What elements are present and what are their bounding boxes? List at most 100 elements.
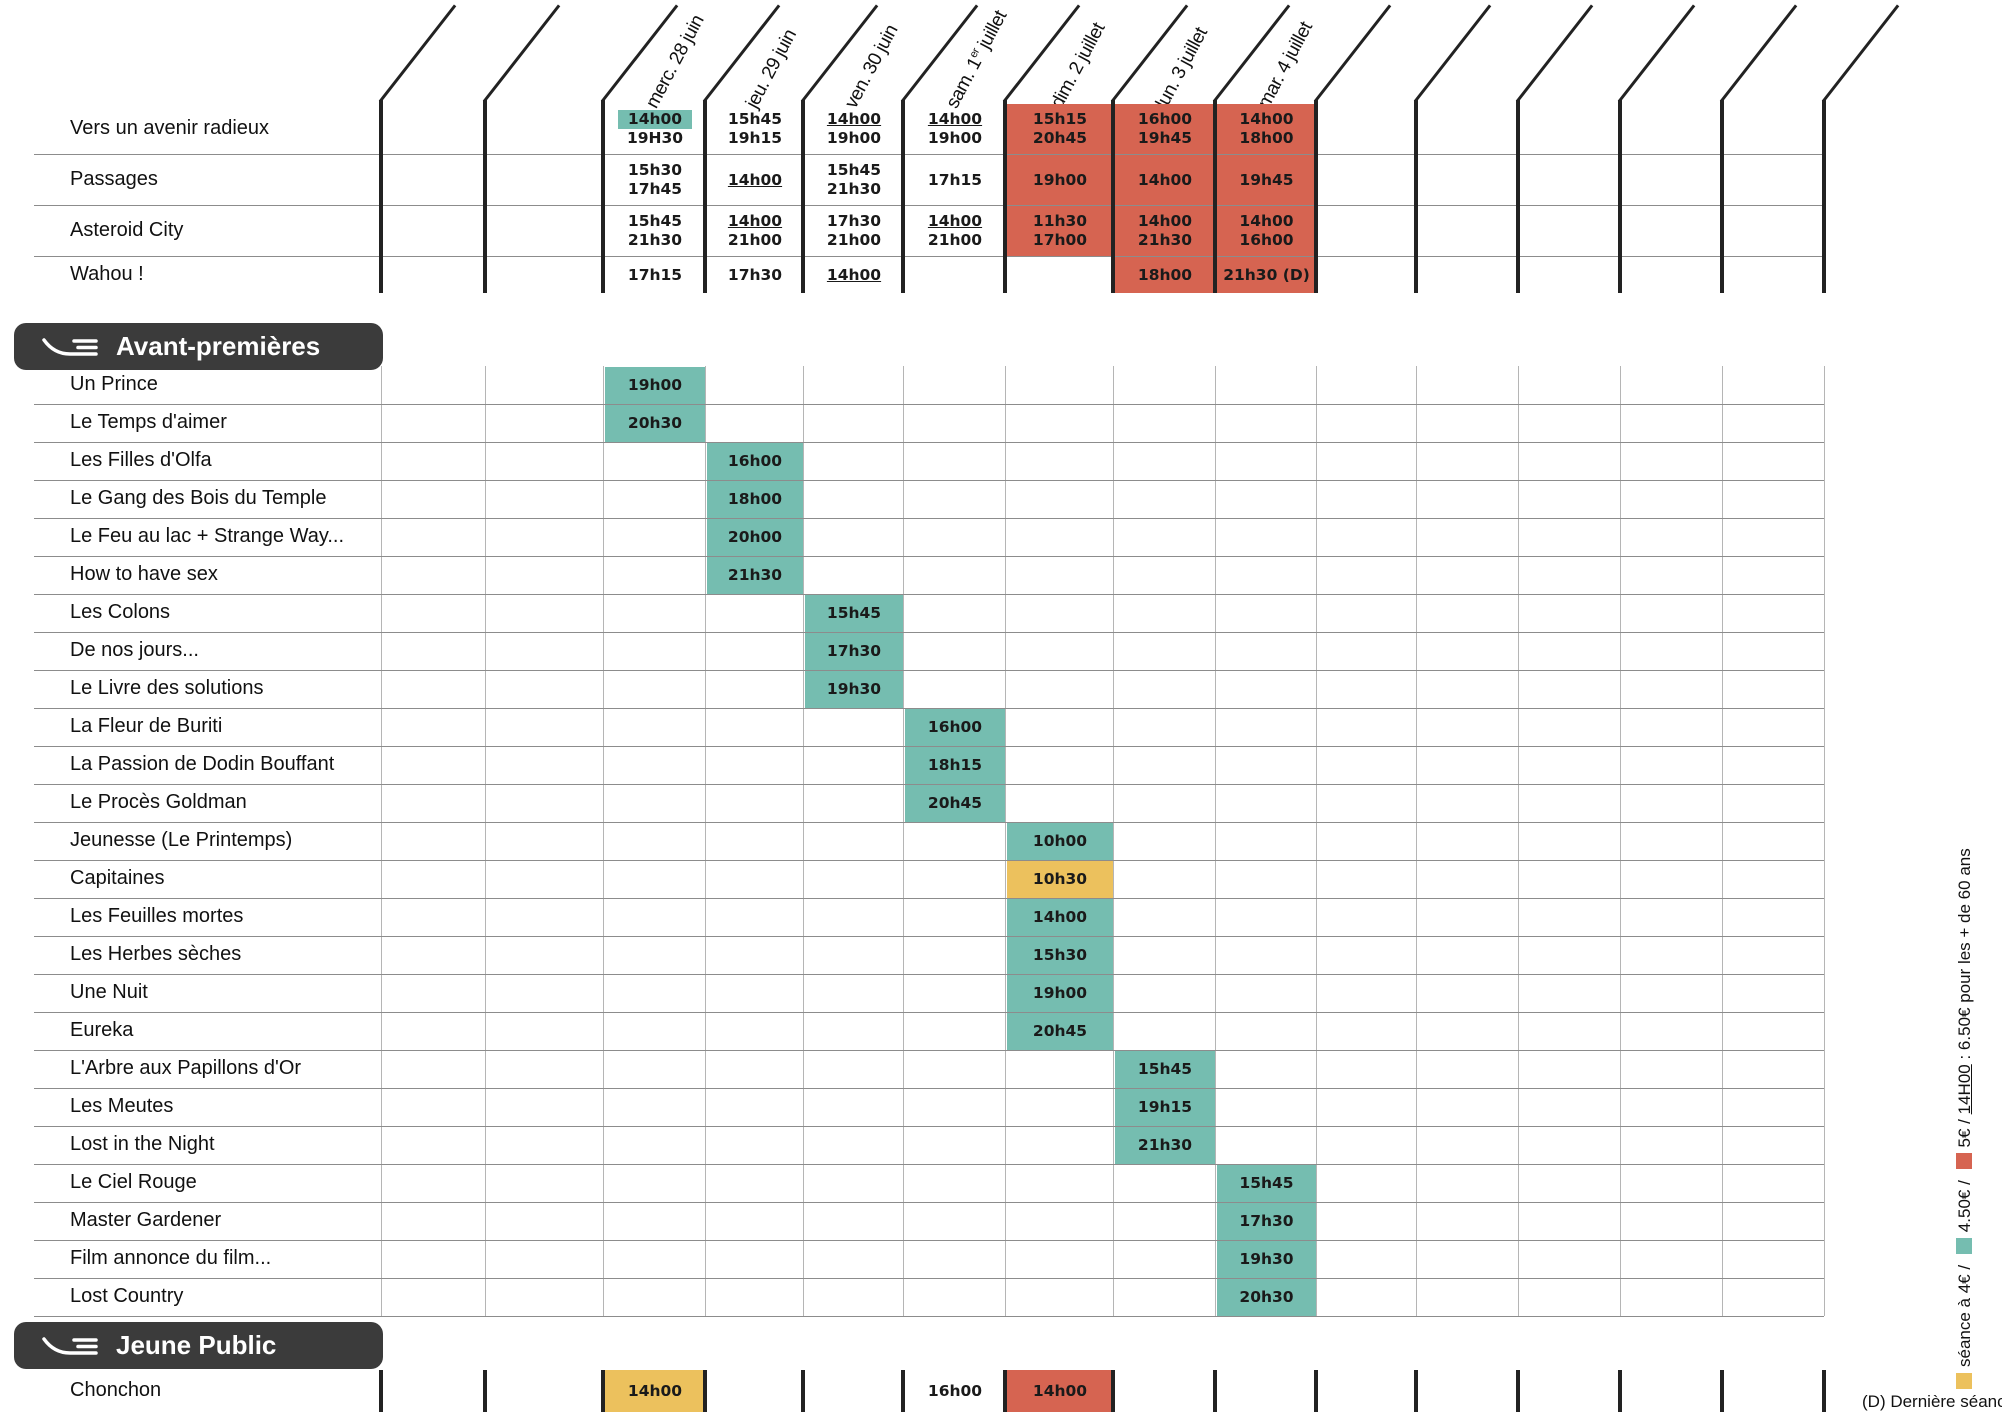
section-header-jeune-public: Jeune Public: [14, 1322, 383, 1369]
projector-beam-icon: [40, 332, 100, 362]
column-divider: [1618, 100, 1622, 293]
showtime-cell: 14h00: [605, 1370, 705, 1412]
showtime-cell: 14h00 18h00: [1217, 104, 1316, 154]
showtime-cell: 20h30: [605, 405, 705, 442]
row-rule: [34, 1202, 1824, 1203]
showtime-cell: 20h45: [905, 785, 1005, 822]
row-rule: [34, 974, 1824, 975]
showtime: 15h30: [1032, 946, 1088, 964]
showtime: 19h15: [1137, 1098, 1193, 1116]
column-divider: [601, 1370, 605, 1412]
film-title: Capitaines: [70, 867, 165, 889]
showtime-cell: 17h30: [1217, 1203, 1316, 1240]
row-rule: [34, 784, 1824, 785]
showtime-cell: 17h30 21h00: [805, 206, 903, 256]
showtime-cell: 14h00 21h30: [1115, 206, 1215, 256]
column-grid-line: [903, 366, 904, 1316]
showtime-cell: 14h00 19H30: [605, 104, 705, 154]
showtime: 14h00: [1137, 170, 1193, 189]
row-rule: [34, 670, 1824, 671]
showtime: 19h45: [1137, 129, 1193, 147]
column-divider: [1720, 100, 1724, 293]
column-divider: [483, 100, 487, 293]
row-rule: [34, 442, 1824, 443]
showtime: 17h00: [1032, 231, 1088, 249]
column-divider: [1822, 100, 1826, 293]
column-divider: [801, 1370, 805, 1412]
showtime: 18h00: [1239, 129, 1294, 147]
film-title: Vers un avenir radieux: [70, 116, 270, 139]
showtime-cell: 20h45: [1007, 1013, 1113, 1050]
row-rule: [34, 154, 1824, 155]
showtime: 21h30: [627, 231, 683, 249]
showtime: 21h00: [727, 231, 783, 249]
showtime-cell: 14h00 19h00: [905, 104, 1005, 154]
showtime: 16h00: [927, 1381, 983, 1400]
column-grid-line: [381, 366, 382, 1316]
column-divider: [1516, 1370, 1520, 1412]
showtime: 19h45: [1239, 170, 1294, 189]
showtime: 10h30: [1032, 870, 1088, 888]
showtime-cell: 21h30: [707, 557, 803, 594]
row-rule: [34, 594, 1824, 595]
legend-red-text-a: 5€ /: [1955, 1119, 1974, 1148]
header-diagonal-rule: [1719, 4, 1798, 103]
showtime: 16h00: [727, 452, 783, 470]
header-diagonal-rule: [1413, 4, 1492, 103]
showtime-cell: 16h00: [905, 709, 1005, 746]
film-title: La Fleur de Buriti: [70, 715, 223, 737]
showtime: 14h00: [1137, 212, 1193, 230]
showtime-cell: 14h00: [1007, 899, 1113, 936]
showtime-cell: 15h45: [1115, 1051, 1215, 1088]
column-divider: [801, 100, 805, 293]
showtime-cell: 14h00: [1115, 155, 1215, 205]
film-title: Le Ciel Rouge: [70, 1171, 197, 1193]
showtime: 15h30: [627, 161, 683, 179]
showtime: 19h00: [1032, 984, 1088, 1002]
column-divider: [703, 100, 707, 293]
column-grid-line: [1316, 366, 1317, 1316]
showtime-cell: 10h30: [1007, 861, 1113, 898]
showtime: 14h00: [927, 212, 983, 230]
showtime: 17h30: [1239, 1212, 1294, 1230]
column-divider: [1516, 100, 1520, 293]
film-title: La Passion de Dodin Bouffant: [70, 753, 335, 775]
column-divider: [1822, 1370, 1826, 1412]
film-title: Les Feuilles mortes: [70, 905, 244, 927]
column-divider: [379, 100, 383, 293]
film-title: Chonchon: [70, 1379, 162, 1401]
column-divider: [1414, 100, 1418, 293]
showtime: 17h45: [627, 180, 683, 198]
column-grid-line: [803, 366, 804, 1316]
showtime-cell: 15h45 21h30: [605, 206, 705, 256]
row-rule: [34, 556, 1824, 557]
showtime: 15h45: [826, 161, 882, 179]
film-title: Eureka: [70, 1019, 134, 1041]
showtime: 15h45: [826, 604, 882, 622]
column-grid-line: [603, 366, 604, 1316]
showtime: 14h00: [1239, 212, 1294, 230]
showtime: 15h45: [727, 110, 783, 128]
column-divider: [1720, 1370, 1724, 1412]
row-rule: [34, 480, 1824, 481]
showtime: 14h00: [627, 1381, 683, 1400]
yellow-swatch: [1956, 1373, 1972, 1389]
row-rule: [34, 822, 1824, 823]
showtime: 18h15: [927, 756, 983, 774]
showtime: 14h00: [1032, 1381, 1088, 1400]
film-title: Lost in the Night: [70, 1133, 215, 1155]
showtime: 14h00: [727, 212, 783, 230]
row-rule: [34, 1088, 1824, 1089]
section-label: Jeune Public: [116, 1330, 277, 1360]
column-divider: [1213, 100, 1217, 293]
last-screening-note: (D) Dernière séance: [1862, 1392, 2002, 1411]
column-divider: [901, 100, 905, 293]
showtime: 18h00: [727, 490, 783, 508]
showtime-cell: 19h00: [1007, 975, 1113, 1012]
showtime: 19h00: [627, 376, 683, 394]
column-grid-line: [1824, 366, 1825, 1316]
row-rule: [34, 518, 1824, 519]
showtime: 21h30: [1137, 231, 1193, 249]
row-rule: [34, 708, 1824, 709]
showtime-cell: 17h15: [905, 155, 1005, 205]
